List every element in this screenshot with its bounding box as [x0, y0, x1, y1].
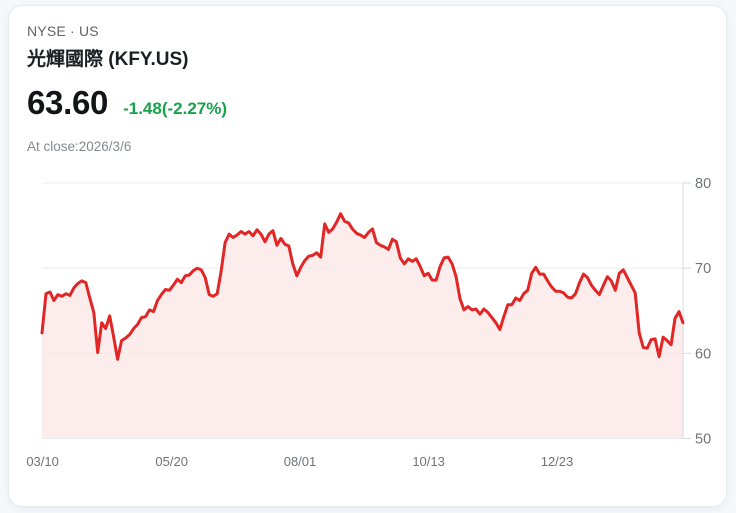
last-price: 63.60: [27, 84, 109, 121]
svg-text:08/01: 08/01: [284, 454, 317, 469]
svg-text:80: 80: [695, 176, 711, 192]
price-change: -1.48(-2.27%): [123, 99, 228, 118]
as-of-label: At close:2026/3/6: [27, 139, 132, 154]
exchange-label: NYSE · US: [27, 23, 99, 39]
price-row: 63.60 -1.48(-2.27%): [27, 86, 227, 119]
svg-text:03/10: 03/10: [26, 454, 59, 469]
svg-text:12/23: 12/23: [541, 454, 574, 469]
svg-text:70: 70: [695, 261, 711, 277]
svg-text:10/13: 10/13: [412, 454, 445, 469]
svg-text:50: 50: [695, 432, 711, 448]
svg-text:60: 60: [695, 346, 711, 362]
stock-title: 光輝國際 (KFY.US): [27, 49, 189, 70]
svg-text:05/20: 05/20: [155, 454, 188, 469]
